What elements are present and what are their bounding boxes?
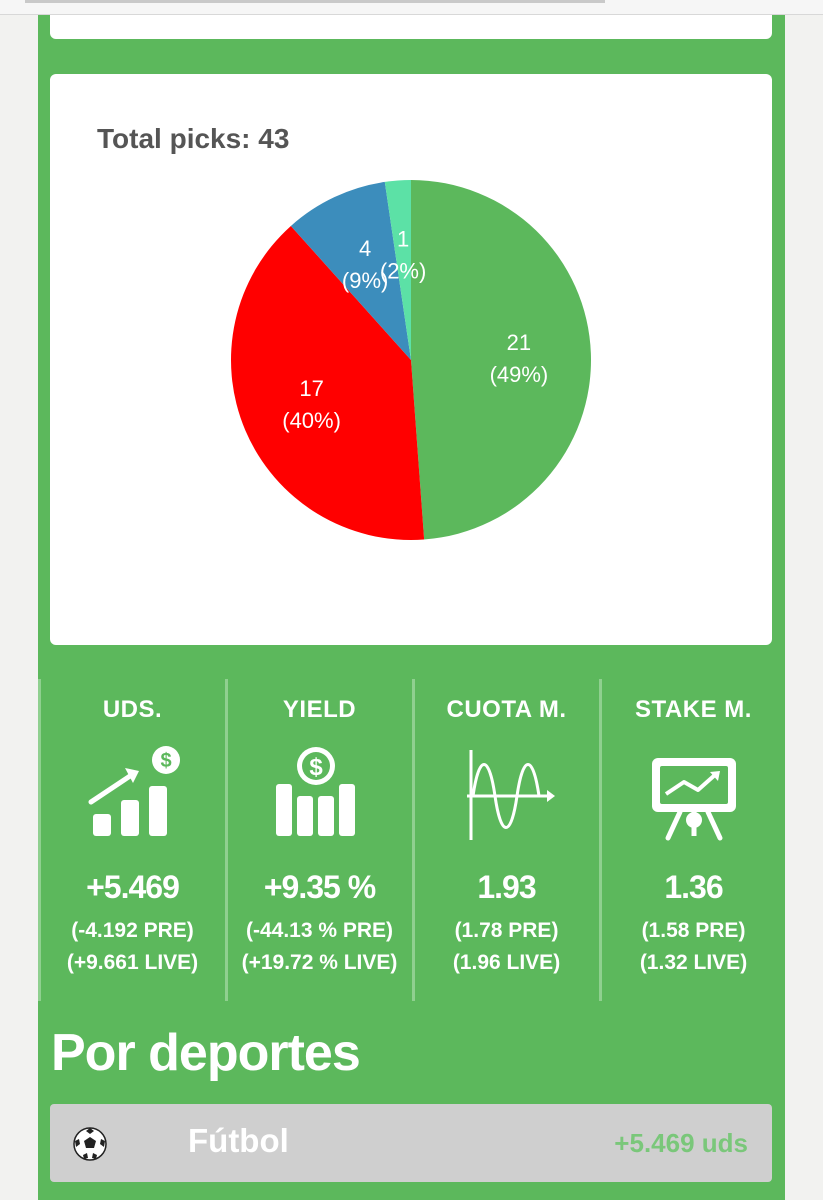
stat-value: 1.93 [477,869,536,905]
stat-value: +5.469 [86,869,180,905]
pie-value-label: 1 [397,226,409,251]
chart-title: Total picks: 43 [97,123,290,154]
stat-units: UDS. $ +5.469 (-4.192 PRE) (+9.661 LIVE) [38,679,224,1001]
picks-chart-card: Total picks: 43 21 (49%) 17 (40%) 4 (9%) 1 (2%) [50,74,772,645]
stat-value: +9.35 % [263,869,376,905]
presentation-board-icon [651,758,736,841]
horizontal-scroll-thumb[interactable] [25,0,605,3]
stat-value: 1.36 [664,869,723,905]
stat-pre-value: (-4.192 PRE) [71,919,194,942]
pie-percent-label: (40%) [282,408,341,433]
stat-average-odds: CUOTA M. 1.93 (1.78 PRE) (1.96 LIVE) [412,679,598,1001]
stat-live-value: (+19.72 % LIVE) [241,951,398,974]
stat-live-value: (1.96 LIVE) [452,951,561,974]
stat-label: STAKE M. [635,696,752,723]
browser-top-bar [0,0,823,15]
stats-row: UDS. $ +5.469 (-4.192 PRE) (+9.661 LIVE)… [38,679,785,1004]
stat-label: YIELD [282,696,357,723]
money-growth-icon: $ [88,746,180,836]
stat-pre-value: (1.58 PRE) [641,919,746,942]
stat-pre-value: (-44.13 % PRE) [245,919,394,942]
pie-value-label: 17 [299,376,323,401]
dollar-bars-icon: $ [275,747,355,836]
pie-slice[interactable] [290,181,411,360]
pie-slice[interactable] [411,180,592,540]
stat-yield: YIELD $ +9.35 % (-44.13 % PRE) (+19.72 %… [225,679,411,1001]
pie-percent-label: (9%) [342,268,388,293]
stat-label: CUOTA M. [446,696,567,723]
pie-value-label: 21 [507,330,531,355]
svg-text:$: $ [309,754,323,781]
section-title: Por deportes [51,1024,361,1082]
sport-row-futbol[interactable]: Fútbol +5.469 uds [50,1104,772,1182]
pie-slice[interactable] [231,225,425,540]
svg-text:$: $ [160,750,171,772]
stat-label: UDS. [102,696,163,723]
picks-pie-chart: 21 (49%) 17 (40%) 4 (9%) 1 (2%) [231,180,592,540]
pie-value-label: 4 [359,236,371,261]
wave-graph-icon [466,750,555,840]
stat-live-value: (+9.661 LIVE) [66,951,199,974]
pie-percent-label: (2%) [380,258,426,283]
pie-slice[interactable] [384,180,411,360]
sport-name: Fútbol [188,1122,289,1159]
pie-percent-label: (49%) [490,362,549,387]
stat-live-value: (1.32 LIVE) [639,951,748,974]
soccer-ball-icon [73,1127,107,1161]
previous-card [50,15,772,39]
stat-pre-value: (1.78 PRE) [454,919,559,942]
stats-panel: Total picks: 43 21 (49%) 17 (40%) 4 (9%) 1 (2%)… [38,15,785,1200]
sport-units-value: +5.469 uds [614,1128,748,1158]
stat-average-stake: STAKE M. 1.36 (1.58 PRE) (1.32 LIVE) [599,679,785,1001]
